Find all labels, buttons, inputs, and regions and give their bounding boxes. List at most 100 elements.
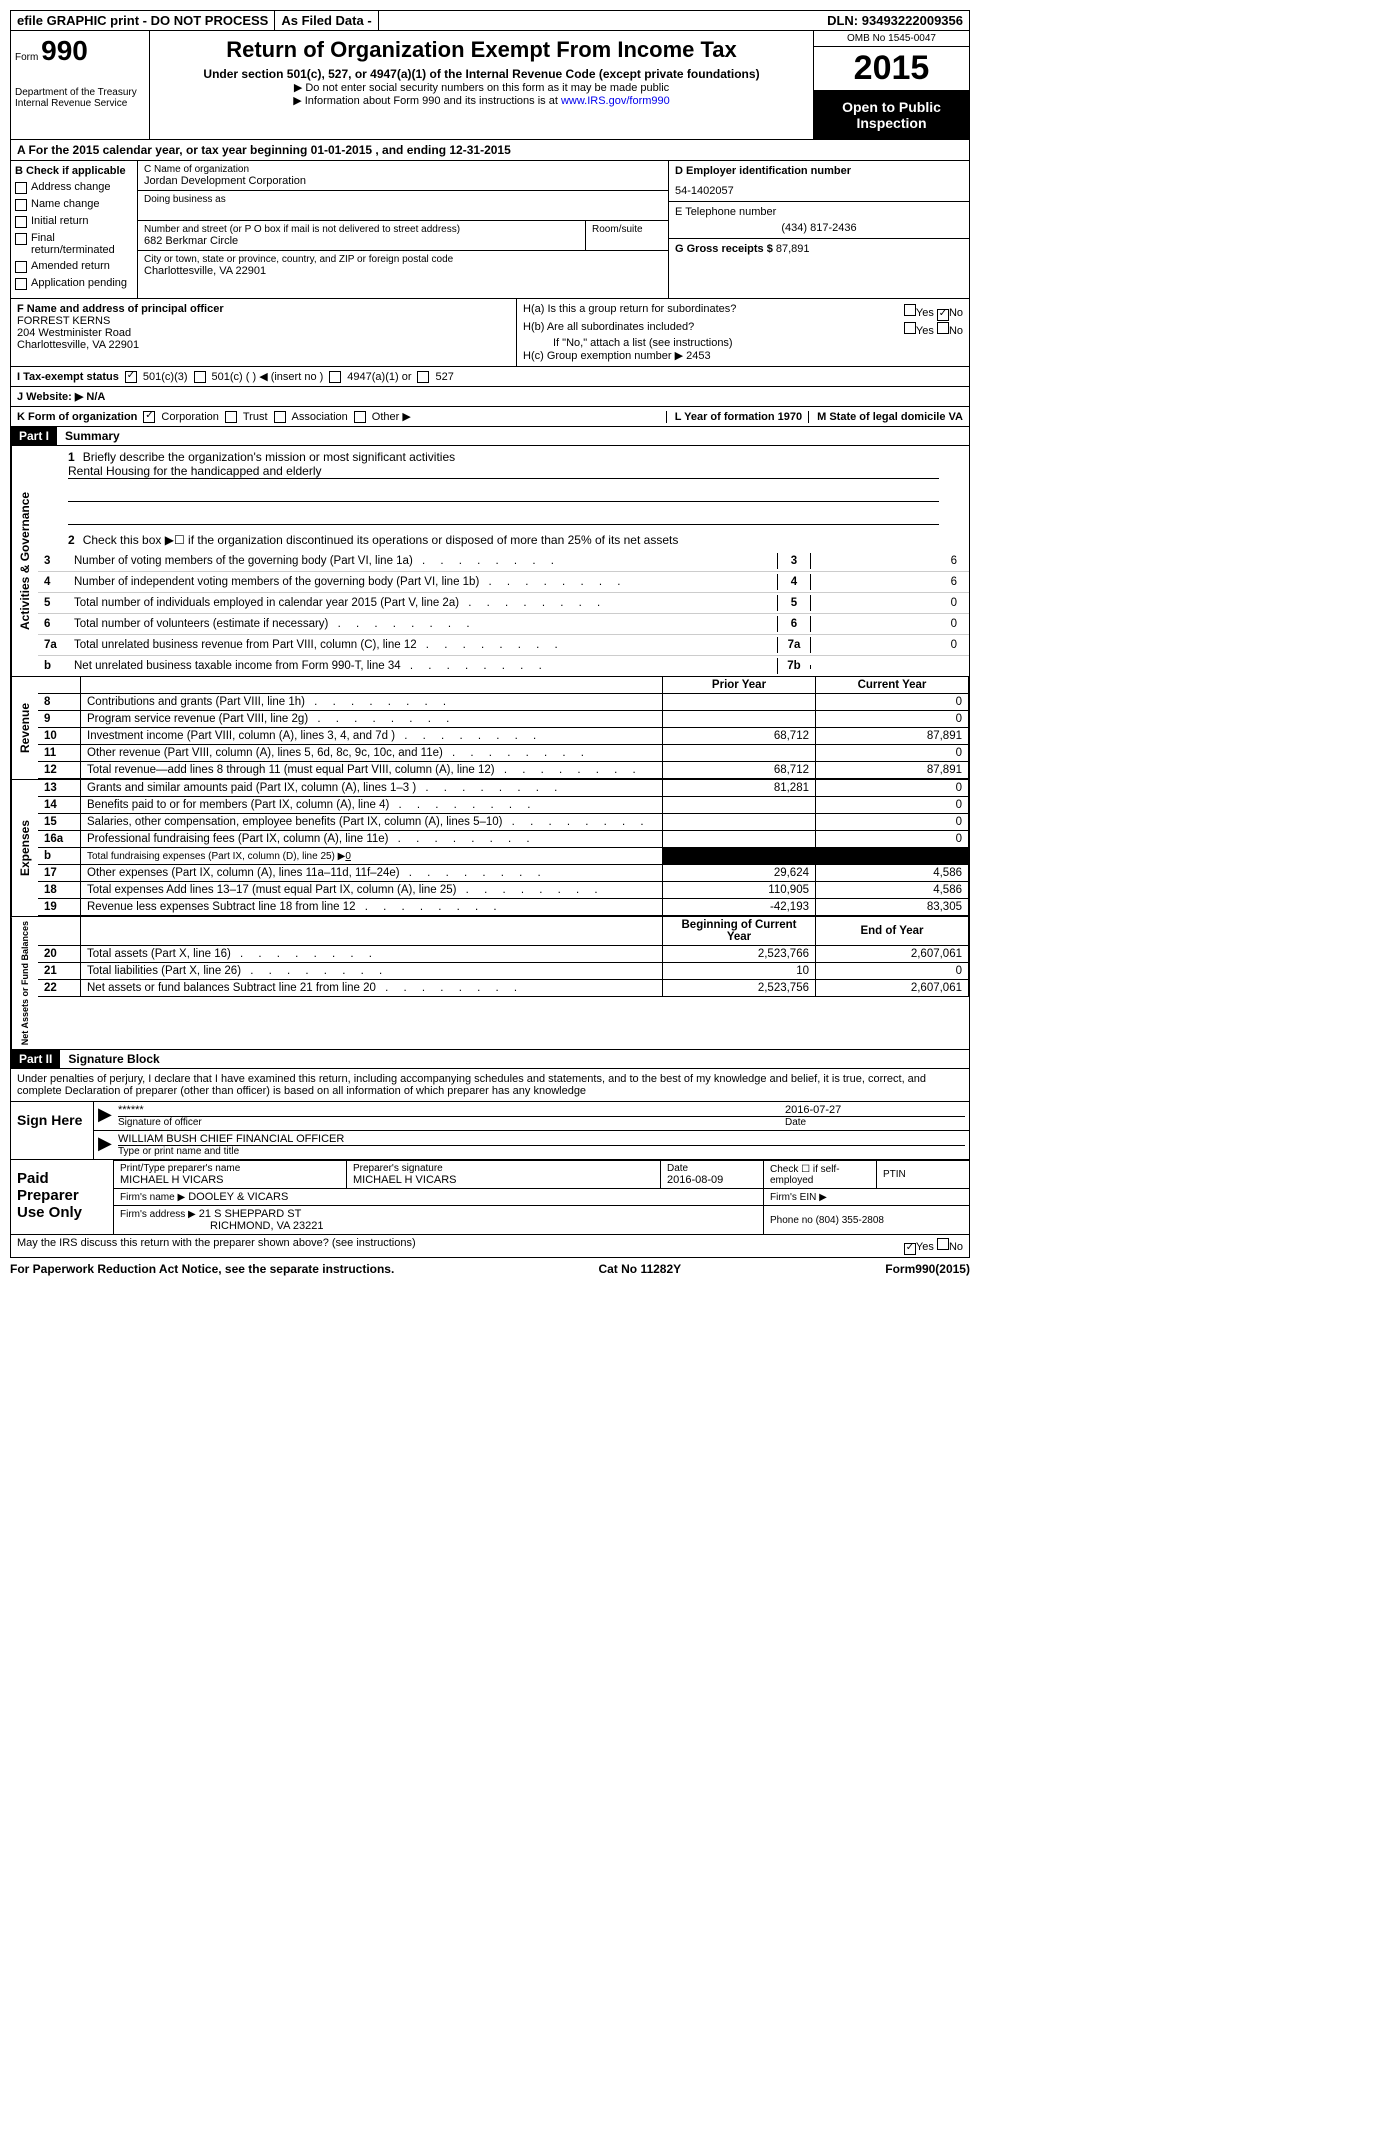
paperwork-notice: For Paperwork Reduction Act Notice, see … <box>10 1262 394 1276</box>
h-block: H(a) Is this a group return for subordin… <box>516 299 969 366</box>
vlabel-governance: Activities & Governance <box>11 446 38 676</box>
q1-text: Briefly describe the organization's miss… <box>83 450 455 464</box>
chk-other[interactable] <box>354 411 366 423</box>
row-a-tax-year: A For the 2015 calendar year, or tax yea… <box>10 140 970 161</box>
discuss-question: May the IRS discuss this return with the… <box>17 1237 416 1255</box>
gross-receipts: 87,891 <box>776 243 810 255</box>
form-label: Form <box>15 52 38 63</box>
org-name-label: C Name of organization <box>144 164 662 175</box>
firm-addr2: RICHMOND, VA 23221 <box>120 1220 324 1232</box>
perjury-declaration: Under penalties of perjury, I declare th… <box>11 1069 969 1102</box>
chk-discuss-no[interactable] <box>937 1238 949 1250</box>
expense-line: 15 Salaries, other compensation, employe… <box>38 814 969 831</box>
net-assets-line: 22 Net assets or fund balances Subtract … <box>38 980 969 997</box>
chk-ha-no[interactable] <box>937 309 949 321</box>
vlabel-revenue: Revenue <box>11 677 38 779</box>
dln-label: DLN: <box>827 13 858 28</box>
officer-addr2: Charlottesville, VA 22901 <box>17 339 510 351</box>
officer-name: FORREST KERNS <box>17 315 510 327</box>
efile-notice: efile GRAPHIC print - DO NOT PROCESS <box>11 11 275 30</box>
firm-phone: Phone no (804) 355-2808 <box>764 1206 970 1235</box>
summary-line: b Net unrelated business taxable income … <box>38 656 969 676</box>
chk-trust[interactable] <box>225 411 237 423</box>
ein-value: 54-1402057 <box>675 185 963 197</box>
catalog-number: Cat No 11282Y <box>598 1262 681 1276</box>
sign-here-label: Sign Here <box>11 1102 94 1159</box>
discuss-row: May the IRS discuss this return with the… <box>10 1235 970 1258</box>
firm-ein-label: Firm's EIN ▶ <box>764 1189 970 1206</box>
addr-label: Number and street (or P O box if mail is… <box>144 224 579 235</box>
net-assets-line: 20 Total assets (Part X, line 16) 2,523,… <box>38 946 969 963</box>
part-i-header: Part I <box>11 427 57 445</box>
prep-name-label: Print/Type preparer's name <box>120 1163 340 1174</box>
vlabel-expenses: Expenses <box>11 780 38 916</box>
q1-num: 1 <box>68 450 75 464</box>
tax-year: 2015 <box>814 47 969 91</box>
chk-527[interactable] <box>417 371 429 383</box>
form-title: Return of Organization Exempt From Incom… <box>160 37 803 63</box>
expense-line: 14 Benefits paid to or for members (Part… <box>38 797 969 814</box>
revenue-line: 11 Other revenue (Part VIII, column (A),… <box>38 745 969 762</box>
form-id-block: Form 990 Department of the Treasury Inte… <box>11 31 150 139</box>
summary-line: 6 Total number of volunteers (estimate i… <box>38 614 969 635</box>
expense-line: 19 Revenue less expenses Subtract line 1… <box>38 899 969 916</box>
chk-501c3[interactable] <box>125 371 137 383</box>
chk-address-change[interactable] <box>15 182 27 194</box>
chk-hb-yes[interactable] <box>904 322 916 334</box>
state-domicile: M State of legal domicile VA <box>808 411 963 423</box>
form-version: Form990(2015) <box>885 1262 970 1276</box>
chk-4947[interactable] <box>329 371 341 383</box>
dept-line-2: Internal Revenue Service <box>15 98 145 109</box>
officer-addr1: 204 Westminister Road <box>17 327 510 339</box>
expense-line: b Total fundraising expenses (Part IX, c… <box>38 848 969 865</box>
column-right: D Employer identification number 54-1402… <box>668 161 969 298</box>
col-end-year: End of Year <box>816 917 969 946</box>
officer-name-title: WILLIAM BUSH CHIEF FINANCIAL OFFICER <box>118 1133 965 1145</box>
room-suite-label: Room/suite <box>585 221 668 250</box>
signature-stars: ****** <box>118 1104 785 1116</box>
date-label: Date <box>785 1116 965 1128</box>
ptin-label: PTIN <box>877 1161 970 1189</box>
hb-label: H(b) Are all subordinates included? <box>523 321 694 337</box>
row-k-label: K Form of organization <box>17 411 137 423</box>
summary-line: 3 Number of voting members of the govern… <box>38 551 969 572</box>
chk-501c[interactable] <box>194 371 206 383</box>
chk-amended[interactable] <box>15 261 27 273</box>
col-current-year: Current Year <box>816 677 969 694</box>
officer-block: F Name and address of principal officer … <box>11 299 516 366</box>
net-assets-line: 21 Total liabilities (Part X, line 26) 1… <box>38 963 969 980</box>
year-formation: L Year of formation 1970 <box>666 411 802 423</box>
irs-link[interactable]: www.IRS.gov/form990 <box>561 95 670 107</box>
phone-value: (434) 817-2436 <box>675 222 963 234</box>
dln-cell: DLN: 93493222009356 <box>821 11 969 30</box>
column-c: C Name of organization Jordan Developmen… <box>138 161 668 298</box>
self-employed-check: Check ☐ if self-employed <box>764 1161 877 1189</box>
col-prior-year: Prior Year <box>663 677 816 694</box>
chk-name-change[interactable] <box>15 199 27 211</box>
row-i-label: I Tax-exempt status <box>17 371 119 383</box>
part-ii-header: Part II <box>11 1050 60 1068</box>
chk-pending[interactable] <box>15 278 27 290</box>
part-i-title: Summary <box>57 427 128 445</box>
chk-initial-return[interactable] <box>15 216 27 228</box>
vlabel-net-assets: Net Assets or Fund Balances <box>11 917 38 1049</box>
top-bar: efile GRAPHIC print - DO NOT PROCESS As … <box>10 10 970 31</box>
prep-date-label: Date <box>667 1163 757 1174</box>
hb-note: If "No," attach a list (see instructions… <box>523 337 963 349</box>
street-address: 682 Berkmar Circle <box>144 235 579 247</box>
form-990-page: efile GRAPHIC print - DO NOT PROCESS As … <box>10 10 970 1280</box>
chk-corp[interactable] <box>143 411 155 423</box>
as-filed-label: As Filed Data - <box>275 11 378 30</box>
revenue-line: 8 Contributions and grants (Part VIII, l… <box>38 694 969 711</box>
chk-final-return[interactable] <box>15 233 27 245</box>
expense-line: 17 Other expenses (Part IX, column (A), … <box>38 865 969 882</box>
chk-ha-yes[interactable] <box>904 304 916 316</box>
col-b-header: B Check if applicable <box>15 165 133 177</box>
firm-name-label: Firm's name ▶ <box>120 1192 185 1203</box>
chk-discuss-yes[interactable] <box>904 1243 916 1255</box>
chk-hb-no[interactable] <box>937 322 949 334</box>
org-name: Jordan Development Corporation <box>144 175 662 187</box>
chk-assoc[interactable] <box>274 411 286 423</box>
firm-addr-label: Firm's address ▶ <box>120 1209 196 1220</box>
ein-label: D Employer identification number <box>675 165 963 177</box>
